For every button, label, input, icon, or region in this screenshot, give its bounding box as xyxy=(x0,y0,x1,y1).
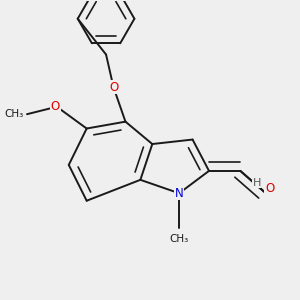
Text: O: O xyxy=(51,100,60,113)
Text: CH₃: CH₃ xyxy=(169,233,189,244)
Text: N: N xyxy=(175,187,184,200)
Text: CH₃: CH₃ xyxy=(4,109,23,119)
Text: O: O xyxy=(15,108,24,121)
Text: H: H xyxy=(253,178,261,188)
Text: O: O xyxy=(109,81,118,94)
Text: O: O xyxy=(265,182,274,195)
